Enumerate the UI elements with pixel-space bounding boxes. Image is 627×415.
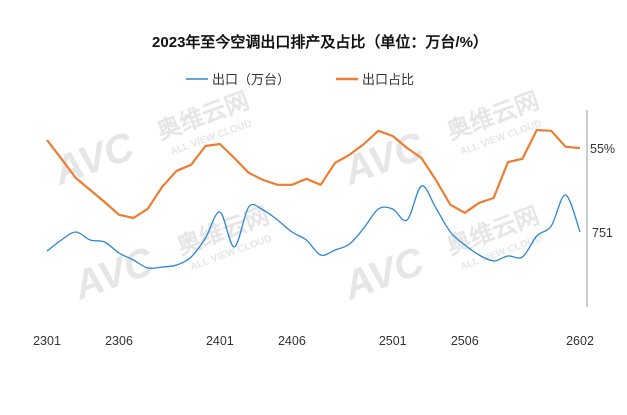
chart-title: 2023年至今空调出口排产及占比（单位：万台/%）	[152, 33, 488, 51]
series-layer	[46, 128, 581, 270]
x-tick-label: 2401	[206, 334, 234, 348]
legend-label-export-share: 出口占比	[362, 72, 414, 87]
legend-label-export-volume: 出口（万台）	[212, 72, 290, 87]
x-tick-label: 2301	[33, 334, 61, 348]
svg-text:AVC: AVC	[337, 124, 431, 194]
x-axis-ticks: 2301 2306 2401 2406 2501 2506 2602	[33, 334, 594, 348]
legend: 出口（万台） 出口占比	[186, 72, 414, 87]
x-tick-label: 2602	[566, 334, 594, 348]
end-label-export-share: 55%	[590, 142, 615, 156]
x-tick-label: 2501	[379, 334, 407, 348]
series-line-export-share	[46, 128, 581, 220]
series-line-export-volume	[46, 185, 581, 270]
svg-text:AVC: AVC	[337, 239, 431, 309]
end-label-export-volume: 751	[592, 226, 613, 240]
x-tick-label: 2506	[451, 334, 479, 348]
x-tick-label: 2406	[278, 334, 306, 348]
x-tick-label: 2306	[105, 334, 133, 348]
